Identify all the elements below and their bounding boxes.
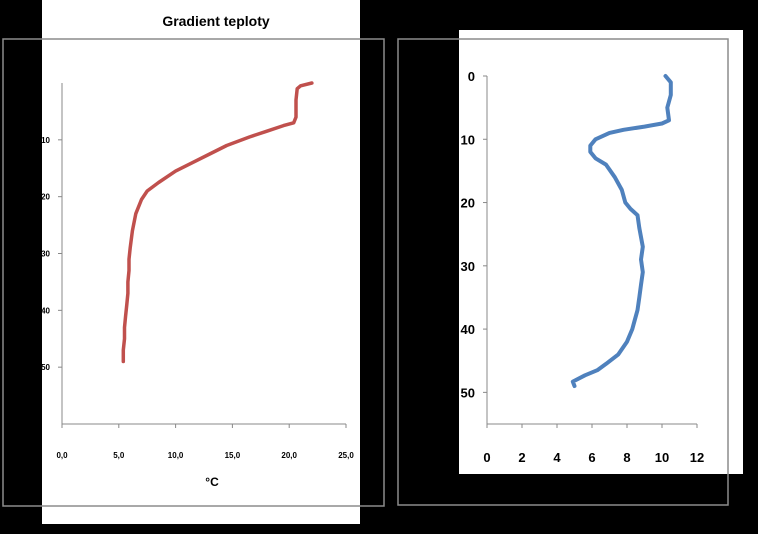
chart-1-title: Gradient teploty bbox=[162, 13, 270, 29]
chart-1-x-axis-label: °C bbox=[205, 475, 219, 489]
chart-1-x-tick-label: 5,0 bbox=[113, 451, 125, 460]
chart-2-y-tick-label: 20 bbox=[461, 196, 475, 211]
chart-2-y-tick-label: 50 bbox=[461, 385, 475, 400]
chart-1-series bbox=[121, 81, 314, 364]
chart-2-tick-labels: 0 2 4 6 8 10 12 0 10 20 30 40 50 bbox=[461, 69, 705, 465]
chart-1-x-tick-label: 20,0 bbox=[281, 451, 297, 460]
chart-2-axes bbox=[483, 75, 698, 428]
chart-1-y-tick-label: 10 bbox=[41, 136, 50, 145]
chart-2-x-tick-label: 4 bbox=[553, 450, 561, 465]
chart-1-area bbox=[42, 0, 360, 524]
chart-1-y-tick-label: 20 bbox=[41, 193, 50, 202]
chart-2-x-tick-label: 12 bbox=[690, 450, 704, 465]
chart-1-x-tick-label: 0,0 bbox=[56, 451, 68, 460]
chart-1-x-tick-label: 15,0 bbox=[225, 451, 241, 460]
chart-2-x-tick-label: 10 bbox=[655, 450, 669, 465]
chart-2-series-line bbox=[570, 74, 673, 388]
chart-2-frame bbox=[397, 38, 729, 506]
chart-2-x-tick-label: 0 bbox=[483, 450, 490, 465]
chart-2-area bbox=[459, 30, 743, 474]
chart-2-y-tick-label: 30 bbox=[461, 259, 475, 274]
chart-2-x-tick-label: 2 bbox=[518, 450, 525, 465]
chart-1-axes bbox=[58, 83, 347, 428]
chart-1-y-tick-label: 30 bbox=[41, 250, 50, 259]
chart-1-x-tick-label: 25,0 bbox=[338, 451, 354, 460]
chart-1-series-line bbox=[121, 81, 314, 364]
chart-1-tick-labels: 0,0 5,0 10,0 15,0 20,0 25,0 10 20 30 40 50 bbox=[41, 136, 354, 460]
chart-2-y-tick-label: 40 bbox=[461, 322, 475, 337]
chart-2-y-tick-label: 0 bbox=[468, 69, 475, 84]
chart-1-frame bbox=[2, 38, 385, 507]
chart-2-x-tick-label: 6 bbox=[588, 450, 595, 465]
chart-1-x-tick-label: 10,0 bbox=[168, 451, 184, 460]
chart-2-series bbox=[570, 74, 673, 388]
chart-1-y-tick-label: 40 bbox=[41, 306, 50, 315]
chart-1-y-tick-label: 50 bbox=[41, 363, 50, 372]
chart-2-y-tick-label: 10 bbox=[461, 132, 475, 147]
chart-2-x-tick-label: 8 bbox=[623, 450, 630, 465]
